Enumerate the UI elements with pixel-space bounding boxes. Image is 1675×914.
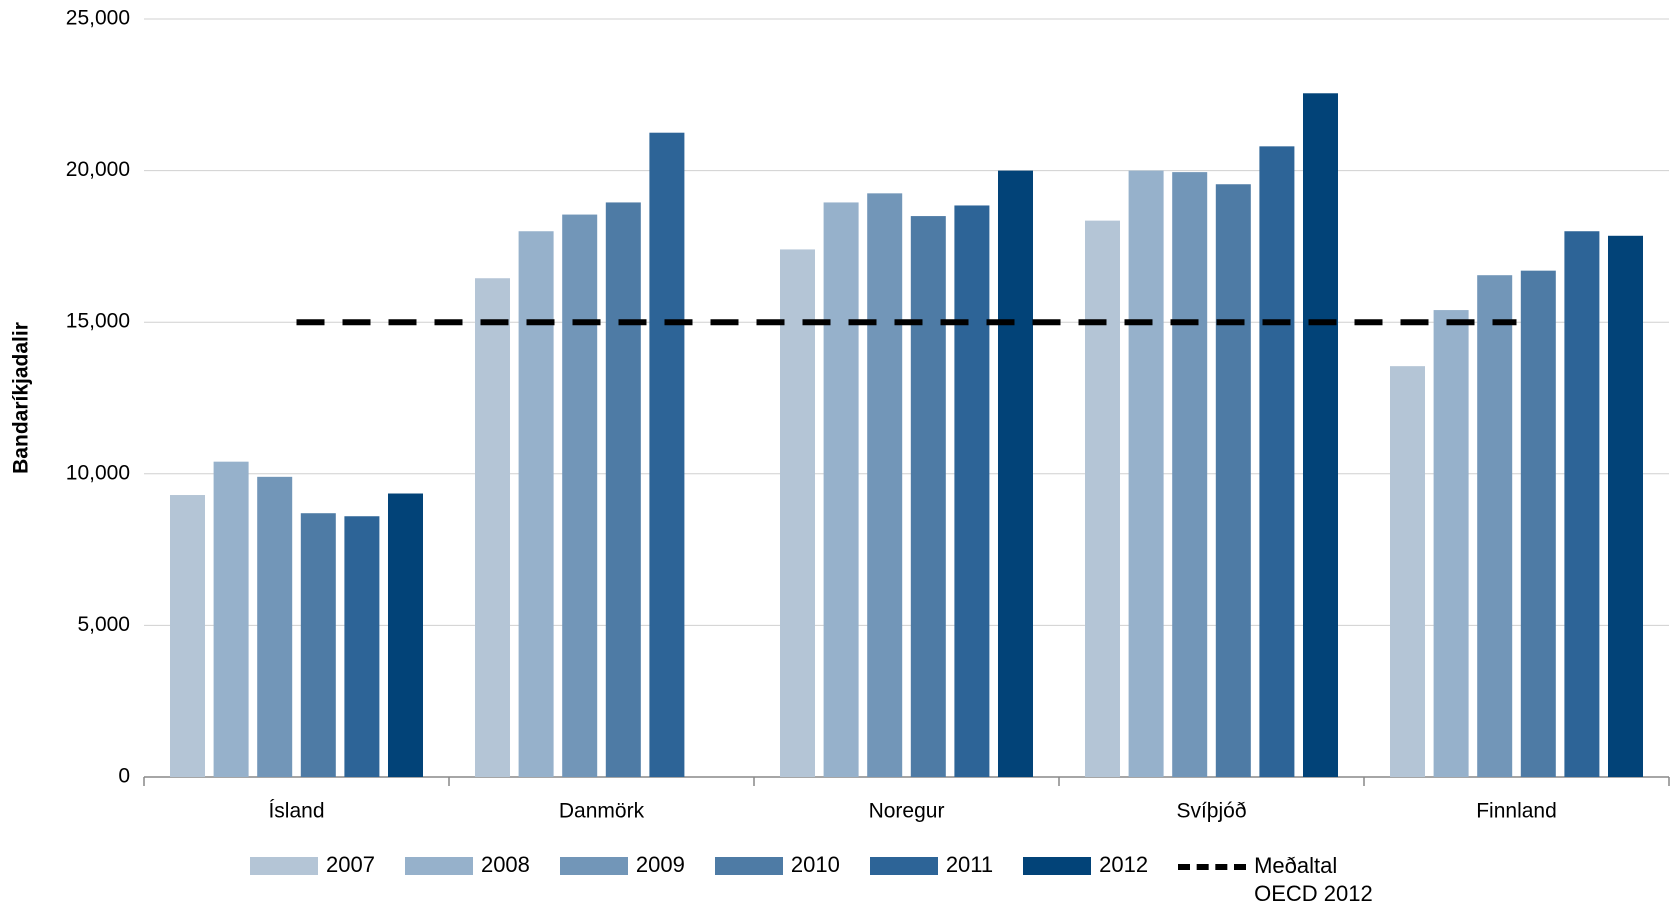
bar <box>170 495 205 777</box>
legend-item: 2007 <box>250 852 375 878</box>
y-tick-label: 0 <box>118 765 130 788</box>
y-tick-label: 5,000 <box>77 613 130 636</box>
y-tick-label: 20,000 <box>66 158 130 181</box>
bar <box>213 461 249 777</box>
bar <box>1608 235 1643 778</box>
legend-swatch <box>869 857 938 875</box>
x-tick-label: Finnland <box>1476 800 1557 823</box>
bar <box>1215 184 1251 777</box>
bar <box>998 170 1033 778</box>
legend-swatch <box>404 857 473 875</box>
bar <box>910 216 946 777</box>
bar <box>388 493 423 777</box>
bar <box>257 476 293 777</box>
bar <box>954 205 990 777</box>
bar <box>1520 270 1556 777</box>
bar <box>1259 146 1295 777</box>
bar <box>475 278 510 777</box>
y-tick-label: 15,000 <box>66 310 130 333</box>
y-tick-label: 25,000 <box>66 7 130 30</box>
legend-label: 2007 <box>326 852 375 877</box>
legend-item: Meðaltal OECD 2012 <box>1178 852 1384 908</box>
bar <box>649 132 685 777</box>
legend-label: 2010 <box>790 852 840 877</box>
legend-item: 2009 <box>559 852 685 878</box>
legend-item: 2012 <box>1023 852 1148 878</box>
bar <box>1433 310 1469 777</box>
legend-label: Meðaltal OECD 2012 <box>1254 853 1373 906</box>
bar <box>823 202 859 777</box>
legend: 2007 2008 2009 2010 2011 2012 Meðaltal OECD 20… <box>250 852 1384 908</box>
y-tick-label: 10,000 <box>66 461 130 484</box>
bar <box>605 202 641 777</box>
bar <box>1172 172 1208 778</box>
x-tick-label: Ísland <box>268 800 324 823</box>
x-tick-label: Danmörk <box>559 800 645 823</box>
legend-label: 2009 <box>635 852 685 877</box>
legend-swatch <box>559 857 628 875</box>
y-axis-label: Bandaríkjadalir <box>10 322 33 474</box>
legend-swatch <box>714 857 783 875</box>
legend-swatch <box>1023 857 1092 875</box>
bar <box>344 516 380 777</box>
bar <box>1128 170 1164 778</box>
legend-label: 2012 <box>1099 852 1149 877</box>
bar <box>1477 275 1513 777</box>
bar <box>300 513 336 777</box>
bar <box>518 231 554 778</box>
legend-label: 2011 <box>945 852 994 877</box>
bar <box>562 214 598 778</box>
legend-item: 2011 <box>869 852 994 878</box>
x-tick-label: Noregur <box>869 800 945 823</box>
x-tick-label: Svíþjóð <box>1176 800 1246 823</box>
legend-item: 2010 <box>714 852 840 878</box>
legend-label: 2008 <box>480 852 530 877</box>
legend-swatch <box>1178 864 1247 870</box>
bar <box>780 249 815 777</box>
bar <box>1303 93 1338 777</box>
bar <box>867 193 903 778</box>
bar <box>1085 220 1120 778</box>
legend-swatch <box>250 857 318 875</box>
bar <box>1390 366 1425 777</box>
legend-item: 2008 <box>404 852 530 878</box>
bar <box>1564 231 1600 778</box>
